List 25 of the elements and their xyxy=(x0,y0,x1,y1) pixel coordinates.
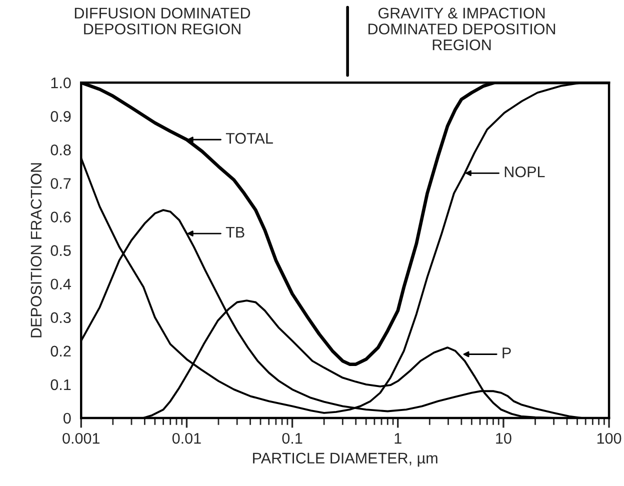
y-tick-label: 0 xyxy=(64,412,71,424)
annotation: NOPL xyxy=(504,166,545,178)
x-axis-title: PARTICLE DIAMETER, µm xyxy=(253,452,438,467)
y-tick-label: 0.5 xyxy=(50,245,71,256)
x-tick-label: 0.001 xyxy=(62,432,100,444)
y-tick-label: 0.4 xyxy=(50,278,71,290)
annotation: TOTAL xyxy=(226,132,273,144)
y-tick-label: 0.6 xyxy=(50,212,71,222)
x-tick-label: 100 xyxy=(597,432,622,444)
y-tick-label: 0.3 xyxy=(50,312,71,324)
annotation: P xyxy=(502,348,511,358)
y-axis-title: DEPOSITION FRACTION xyxy=(30,163,42,338)
x-tick-label: 0.1 xyxy=(282,432,302,444)
y-tick-label: 0.7 xyxy=(50,178,71,189)
text: DIFFUSION DOMINATED DEPOSITION REGION xyxy=(74,8,250,34)
y-tick-label: 0.1 xyxy=(50,379,71,390)
y-tick-label: 0.2 xyxy=(50,346,71,357)
y-tick-label: 1.0 xyxy=(51,77,71,88)
x-tick-label: 10 xyxy=(496,432,512,444)
text: GRAVITY & IMPACTION DOMINATED DEPOSITION REGION xyxy=(368,8,556,50)
x-tick-label: 1 xyxy=(394,433,402,444)
annotation: TB xyxy=(226,226,244,238)
y-tick-label: 0.9 xyxy=(50,111,71,122)
y-tick-label: 0.8 xyxy=(50,144,71,156)
x-tick-label: 0.01 xyxy=(172,432,201,444)
